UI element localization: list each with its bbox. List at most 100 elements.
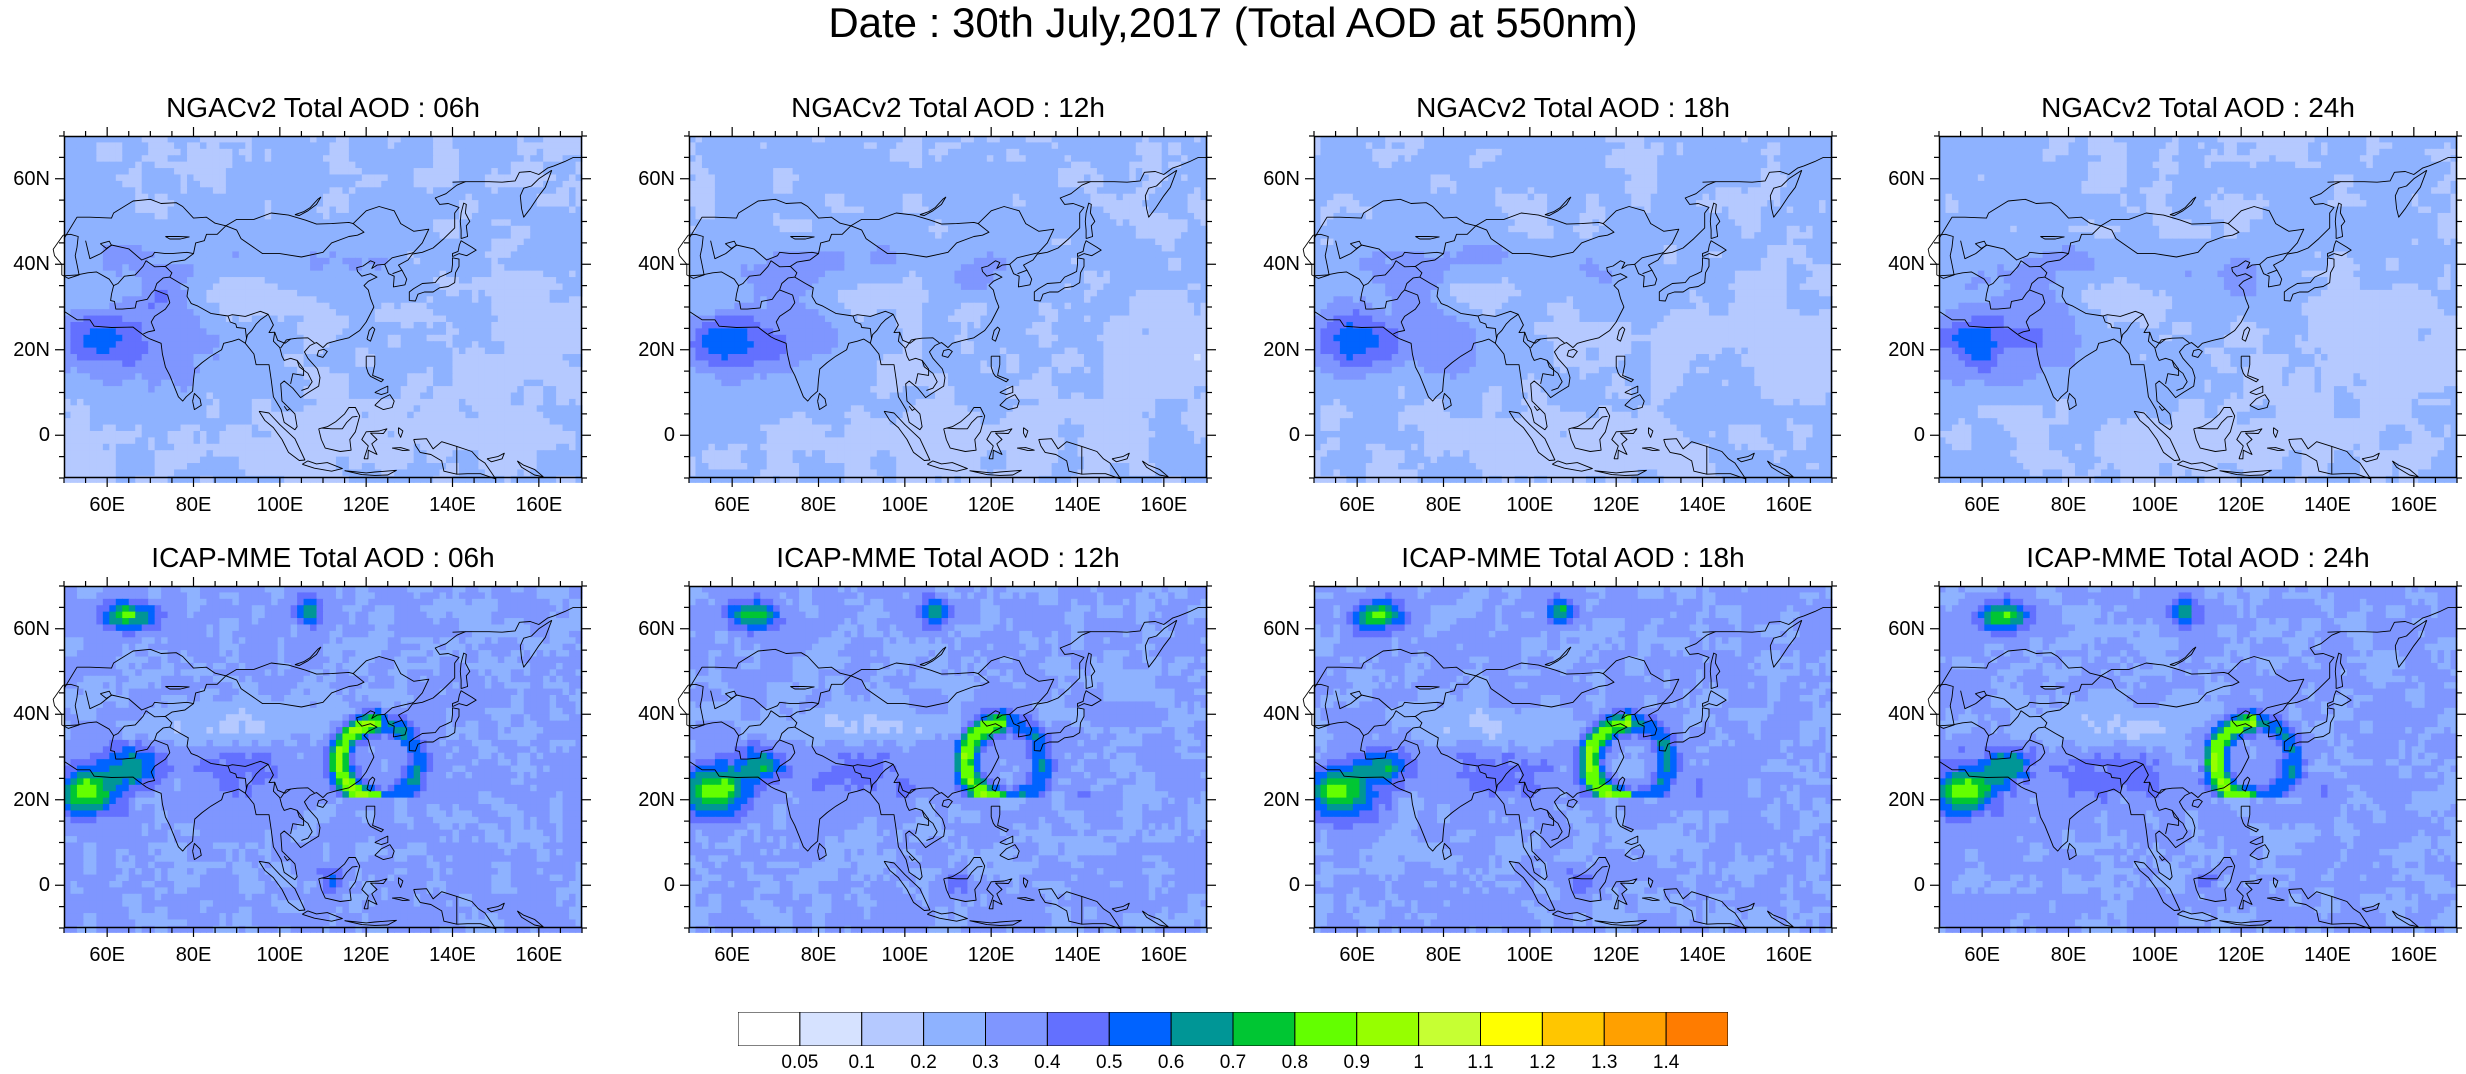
lon-tick-label: 60E bbox=[1327, 494, 1387, 516]
colorbar-swatch bbox=[1357, 1012, 1419, 1046]
aod-field bbox=[1314, 586, 1833, 933]
lat-tick-label: 0 bbox=[1881, 874, 1925, 896]
lat-tick-label: 40N bbox=[631, 253, 675, 275]
lon-tick-label: 160E bbox=[2384, 944, 2444, 966]
lat-tick-label: 60N bbox=[1256, 618, 1300, 640]
panel-title: NGACv2 Total AOD : 24h bbox=[1938, 92, 2458, 124]
lat-tick-label: 0 bbox=[6, 874, 50, 896]
lat-tick-label: 40N bbox=[1256, 253, 1300, 275]
lat-tick-label: 0 bbox=[631, 874, 675, 896]
lat-tick-label: 60N bbox=[631, 618, 675, 640]
lon-tick-label: 140E bbox=[2298, 494, 2358, 516]
lon-tick-label: 160E bbox=[1134, 944, 1194, 966]
lat-tick-label: 60N bbox=[1256, 168, 1300, 190]
aod-field bbox=[64, 586, 583, 933]
lat-tick-label: 0 bbox=[631, 424, 675, 446]
lat-tick-label: 60N bbox=[1881, 618, 1925, 640]
aod-map-panel bbox=[64, 136, 582, 478]
lat-tick-label: 60N bbox=[6, 168, 50, 190]
lon-tick-label: 60E bbox=[702, 944, 762, 966]
lat-tick-label: 40N bbox=[6, 253, 50, 275]
lon-tick-label: 80E bbox=[164, 944, 224, 966]
lat-tick-label: 60N bbox=[631, 168, 675, 190]
lat-tick-label: 20N bbox=[1256, 789, 1300, 811]
lon-tick-label: 60E bbox=[77, 944, 137, 966]
lon-tick-label: 80E bbox=[789, 944, 849, 966]
lat-tick-label: 20N bbox=[6, 339, 50, 361]
lat-tick-label: 0 bbox=[6, 424, 50, 446]
colorbar-swatch bbox=[1666, 1012, 1728, 1046]
panel-title: NGACv2 Total AOD : 12h bbox=[688, 92, 1208, 124]
lon-tick-label: 120E bbox=[1586, 494, 1646, 516]
lon-tick-label: 100E bbox=[250, 494, 310, 516]
lon-tick-label: 120E bbox=[336, 494, 396, 516]
aod-map-panel bbox=[1939, 586, 2457, 928]
panel-title: ICAP-MME Total AOD : 18h bbox=[1313, 542, 1833, 574]
aod-field bbox=[64, 136, 583, 483]
lon-tick-label: 140E bbox=[1048, 494, 1108, 516]
lon-tick-label: 120E bbox=[961, 944, 1021, 966]
aod-field bbox=[689, 586, 1208, 933]
aod-map-panel bbox=[1314, 586, 1832, 928]
colorbar-swatch bbox=[1604, 1012, 1666, 1046]
lat-tick-label: 40N bbox=[6, 703, 50, 725]
lon-tick-label: 60E bbox=[1952, 944, 2012, 966]
aod-field bbox=[1314, 136, 1833, 483]
lon-tick-label: 100E bbox=[875, 944, 935, 966]
colorbar-swatch bbox=[1481, 1012, 1543, 1046]
lon-tick-label: 100E bbox=[2125, 944, 2185, 966]
lon-tick-label: 100E bbox=[1500, 494, 1560, 516]
lat-tick-label: 20N bbox=[1881, 789, 1925, 811]
lon-tick-label: 60E bbox=[1952, 494, 2012, 516]
panel-title: NGACv2 Total AOD : 18h bbox=[1313, 92, 1833, 124]
lat-tick-label: 0 bbox=[1256, 424, 1300, 446]
lon-tick-label: 80E bbox=[1414, 494, 1474, 516]
lon-tick-label: 160E bbox=[509, 494, 569, 516]
aod-map-panel bbox=[1939, 136, 2457, 478]
panel-title: ICAP-MME Total AOD : 12h bbox=[688, 542, 1208, 574]
lat-tick-label: 40N bbox=[1881, 703, 1925, 725]
lat-tick-label: 20N bbox=[1881, 339, 1925, 361]
aod-map-panel bbox=[689, 136, 1207, 478]
lon-tick-label: 140E bbox=[423, 944, 483, 966]
lon-tick-label: 120E bbox=[336, 944, 396, 966]
lon-tick-label: 140E bbox=[423, 494, 483, 516]
lat-tick-label: 20N bbox=[631, 789, 675, 811]
lon-tick-label: 80E bbox=[789, 494, 849, 516]
colorbar bbox=[738, 1012, 1728, 1046]
colorbar-swatch bbox=[800, 1012, 862, 1046]
colorbar-swatch bbox=[1419, 1012, 1481, 1046]
lon-tick-label: 120E bbox=[2211, 944, 2271, 966]
panel-title: ICAP-MME Total AOD : 24h bbox=[1938, 542, 2458, 574]
lat-tick-label: 40N bbox=[1256, 703, 1300, 725]
lon-tick-label: 140E bbox=[1673, 494, 1733, 516]
lon-tick-label: 140E bbox=[1048, 944, 1108, 966]
lon-tick-label: 60E bbox=[1327, 944, 1387, 966]
colorbar-swatch bbox=[924, 1012, 986, 1046]
panel-title: NGACv2 Total AOD : 06h bbox=[63, 92, 583, 124]
colorbar-swatch bbox=[1233, 1012, 1295, 1046]
aod-field bbox=[689, 136, 1208, 483]
lat-tick-label: 60N bbox=[6, 618, 50, 640]
lon-tick-label: 80E bbox=[2039, 494, 2099, 516]
lon-tick-label: 160E bbox=[1134, 494, 1194, 516]
lon-tick-label: 120E bbox=[961, 494, 1021, 516]
colorbar-swatch bbox=[986, 1012, 1048, 1046]
lon-tick-label: 80E bbox=[2039, 944, 2099, 966]
lon-tick-label: 140E bbox=[1673, 944, 1733, 966]
lon-tick-label: 160E bbox=[1759, 494, 1819, 516]
aod-map-panel bbox=[689, 586, 1207, 928]
aod-field bbox=[1939, 136, 2458, 483]
lat-tick-label: 0 bbox=[1881, 424, 1925, 446]
lon-tick-label: 100E bbox=[250, 944, 310, 966]
aod-map-panel bbox=[64, 586, 582, 928]
lon-tick-label: 140E bbox=[2298, 944, 2358, 966]
colorbar-swatch bbox=[1171, 1012, 1233, 1046]
lon-tick-label: 100E bbox=[2125, 494, 2185, 516]
lon-tick-label: 120E bbox=[2211, 494, 2271, 516]
colorbar-swatch bbox=[862, 1012, 924, 1046]
aod-field bbox=[1939, 586, 2458, 933]
lat-tick-label: 60N bbox=[1881, 168, 1925, 190]
lon-tick-label: 100E bbox=[875, 494, 935, 516]
figure-title: Date : 30th July,2017 (Total AOD at 550n… bbox=[0, 0, 2466, 46]
